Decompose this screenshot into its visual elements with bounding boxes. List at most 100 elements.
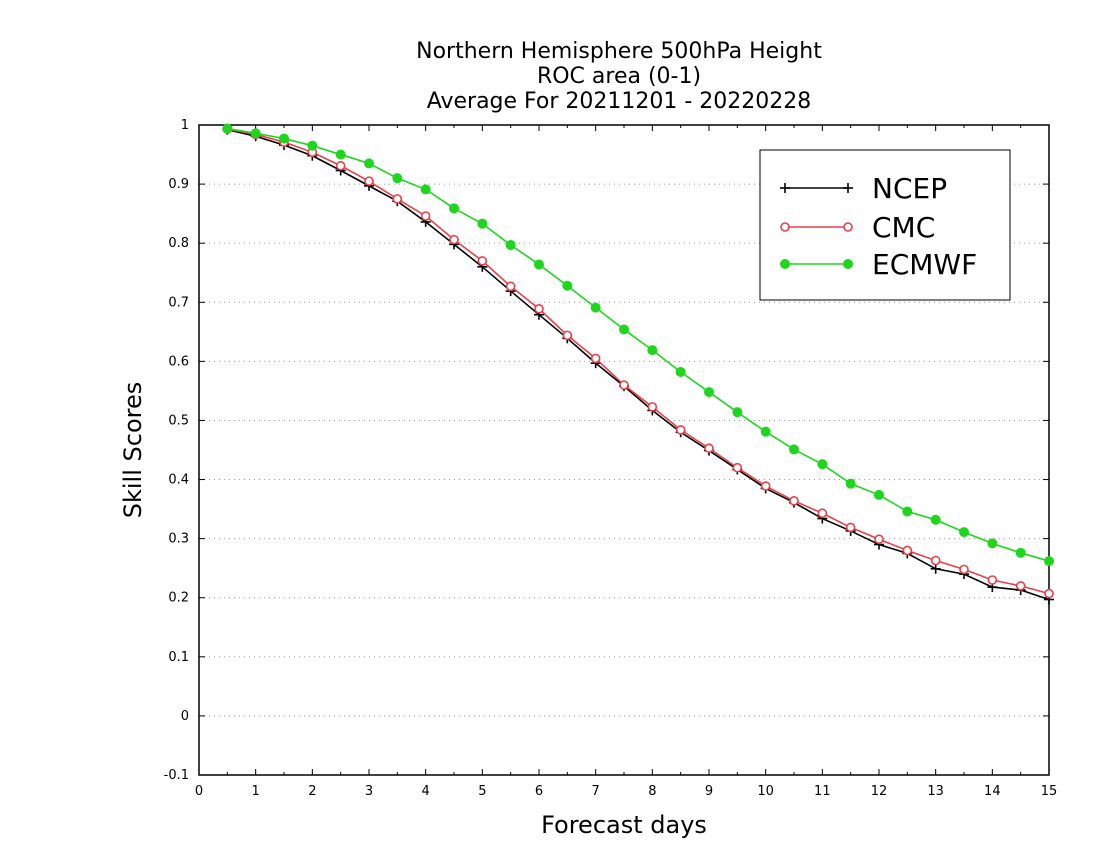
legend-marker-cmc (843, 222, 853, 232)
y-tick-label: 0.6 (168, 354, 189, 369)
x-tick-label: 11 (814, 784, 831, 799)
data-point-ecmwf (250, 128, 261, 139)
data-point-ecmwf (505, 239, 516, 250)
data-point-ecmwf (789, 444, 799, 455)
data-point-cmc (760, 481, 771, 491)
data-point-ecmwf (675, 367, 686, 377)
data-point-cmc (732, 462, 743, 473)
y-tick-label: 0.2 (168, 591, 189, 606)
y-tick-label: 0.9 (168, 177, 189, 192)
x-tick-label: 3 (365, 784, 373, 799)
data-point-cmc (789, 496, 799, 506)
chart-title: Northern Hemisphere 500hPa Height ROC ar… (416, 39, 822, 114)
data-point-cmc (477, 256, 488, 266)
y-tick-label: 0.1 (168, 650, 189, 665)
data-point-ecmwf (817, 459, 828, 470)
x-tick-label: 0 (195, 784, 203, 799)
data-point-ecmwf (222, 123, 233, 134)
data-point-cmc (1015, 581, 1026, 591)
legend-marker-ncep (843, 183, 853, 193)
data-point-cmc (902, 545, 913, 556)
data-point-cmc (364, 176, 374, 186)
chart-title-line-1: Northern Hemisphere 500hPa Height (416, 39, 822, 64)
data-point-cmc (845, 522, 856, 533)
data-point-ecmwf (307, 140, 318, 151)
data-point-ecmwf (987, 538, 998, 549)
gridlines (199, 183, 1049, 717)
legend-entry-cmc: CMC (780, 211, 935, 244)
y-tick-label: 0.8 (168, 236, 189, 251)
series-line-ncep (227, 128, 1050, 601)
y-axis: 1 0.9 0.8 0.7 0.6 0.5 0.4 0.3 0.2 0.1 0 -0.1 (164, 118, 1049, 783)
y-tick-label: 0 (181, 709, 189, 724)
y-tick-label: 0.3 (168, 532, 189, 547)
data-point-ncep (930, 563, 941, 574)
data-point-ecmwf (392, 173, 403, 184)
data-point-cmc (420, 211, 431, 221)
chart-title-line-2: ROC area (0-1) (537, 64, 701, 89)
data-point-ecmwf (619, 324, 629, 335)
data-point-ecmwf (647, 345, 658, 356)
legend-entry-ncep: NCEP (780, 172, 947, 205)
x-tick-label: 6 (535, 784, 543, 799)
x-axis: 0 1 2 3 4 5 6 7 8 9 10 11 12 13 14 15 (195, 125, 1057, 799)
y-tick-label: -0.1 (164, 768, 189, 783)
legend-marker-ecmwf (843, 259, 853, 269)
x-tick-label: 12 (871, 784, 888, 799)
legend-label-ncep: NCEP (872, 172, 947, 205)
legend-label-ecmwf: ECMWF (872, 248, 977, 281)
y-tick-label: 0.4 (168, 473, 189, 488)
x-tick-label: 9 (705, 784, 713, 799)
data-point-cmc (619, 380, 629, 390)
legend-marker-ncep (780, 183, 790, 193)
data-point-cmc (335, 160, 346, 171)
data-point-ecmwf (732, 407, 743, 418)
data-point-ecmwf (590, 302, 601, 313)
x-tick-label: 14 (984, 784, 1001, 799)
data-point-cmc (505, 281, 516, 292)
data-point-cmc (704, 443, 714, 454)
data-point-ecmwf (449, 203, 459, 214)
y-tick-label: 0.7 (168, 295, 189, 310)
data-point-ecmwf (902, 506, 913, 517)
data-point-ecmwf (364, 158, 374, 169)
data-point-ecmwf (1044, 556, 1054, 567)
data-point-cmc (647, 402, 658, 412)
x-tick-label: 13 (927, 784, 944, 799)
data-point-cmc (675, 425, 686, 435)
y-tick-label: 0.5 (168, 413, 189, 428)
data-point-ecmwf (930, 514, 941, 525)
data-point-ecmwf (760, 426, 771, 437)
x-tick-label: 7 (592, 784, 600, 799)
x-tick-label: 8 (648, 784, 656, 799)
data-point-cmc (874, 534, 884, 545)
data-point-cmc (1044, 588, 1054, 599)
x-tick-label: 1 (252, 784, 260, 799)
x-axis-title: Forecast days (541, 811, 707, 839)
data-point-cmc (449, 234, 459, 245)
data-point-ecmwf (874, 489, 884, 500)
legend-entry-ecmwf: ECMWF (780, 248, 977, 281)
legend-marker-ecmwf (780, 259, 790, 269)
series-ecmwf (222, 123, 1054, 567)
y-tick-label: 1 (181, 118, 189, 133)
data-point-cmc (534, 303, 544, 314)
series-line-cmc (227, 128, 1050, 595)
data-point-ecmwf (845, 478, 856, 489)
plot-series (222, 123, 1054, 605)
x-tick-label: 15 (1041, 784, 1058, 799)
x-tick-label: 2 (308, 784, 316, 799)
data-point-cmc (562, 330, 573, 341)
legend-box (759, 149, 1011, 301)
data-point-ecmwf (704, 387, 714, 398)
legend: NCEP CMC ECMWF (759, 149, 1011, 301)
data-point-ecmwf (1015, 547, 1026, 558)
data-point-ecmwf (279, 133, 289, 144)
data-point-cmc (987, 575, 998, 585)
data-point-cmc (392, 194, 403, 204)
x-tick-label: 5 (478, 784, 486, 799)
data-point-ecmwf (335, 149, 346, 160)
series-cmc (222, 124, 1054, 599)
data-point-ecmwf (534, 259, 544, 270)
